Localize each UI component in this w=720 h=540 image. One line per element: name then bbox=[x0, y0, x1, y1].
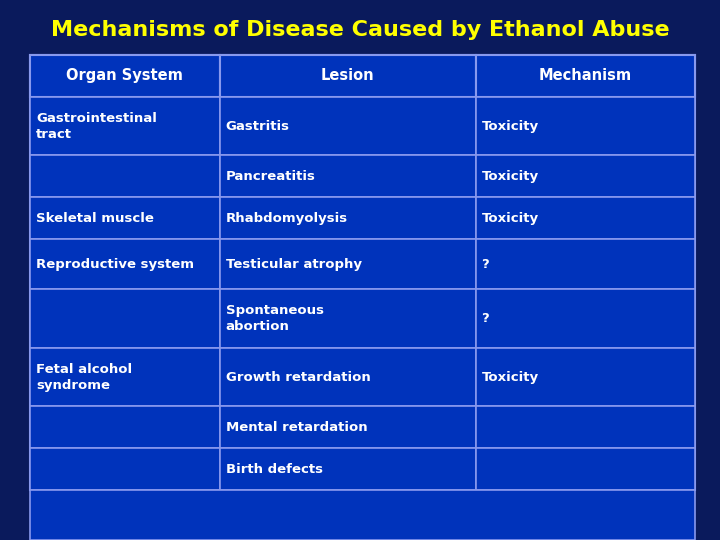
Bar bbox=[30, 490, 695, 540]
Text: Growth retardation: Growth retardation bbox=[225, 370, 370, 383]
Text: Reproductive system: Reproductive system bbox=[36, 258, 194, 271]
Text: Rhabdomyolysis: Rhabdomyolysis bbox=[225, 212, 348, 225]
Bar bbox=[475, 239, 695, 289]
Text: Pancreatitis: Pancreatitis bbox=[225, 170, 315, 183]
Text: Toxicity: Toxicity bbox=[482, 212, 539, 225]
Bar bbox=[30, 448, 220, 490]
Text: Mental retardation: Mental retardation bbox=[225, 421, 367, 434]
Bar bbox=[220, 448, 475, 490]
Bar bbox=[30, 156, 220, 197]
Text: Organ System: Organ System bbox=[66, 69, 183, 83]
Bar bbox=[475, 97, 695, 156]
Bar bbox=[220, 197, 475, 239]
Bar bbox=[30, 406, 220, 448]
Text: Birth defects: Birth defects bbox=[225, 463, 323, 476]
Bar bbox=[220, 239, 475, 289]
Text: Skeletal muscle: Skeletal muscle bbox=[36, 212, 154, 225]
Text: Toxicity: Toxicity bbox=[482, 170, 539, 183]
Bar bbox=[475, 348, 695, 406]
Text: Mechanisms of Disease Caused by Ethanol Abuse: Mechanisms of Disease Caused by Ethanol … bbox=[50, 20, 670, 40]
Bar bbox=[220, 156, 475, 197]
Bar bbox=[30, 197, 220, 239]
Bar bbox=[220, 55, 475, 97]
Bar bbox=[30, 348, 220, 406]
Bar bbox=[30, 55, 220, 97]
Bar bbox=[475, 289, 695, 348]
Bar bbox=[30, 97, 220, 156]
Text: Lesion: Lesion bbox=[320, 69, 374, 83]
Text: Spontaneous
abortion: Spontaneous abortion bbox=[225, 304, 323, 333]
Text: Gastrointestinal
tract: Gastrointestinal tract bbox=[36, 112, 157, 140]
Bar bbox=[30, 239, 220, 289]
Bar bbox=[220, 289, 475, 348]
Text: Fetal alcohol
syndrome: Fetal alcohol syndrome bbox=[36, 362, 132, 392]
Text: ?: ? bbox=[482, 258, 490, 271]
Bar bbox=[30, 55, 695, 490]
Text: Gastritis: Gastritis bbox=[225, 119, 289, 133]
Text: Toxicity: Toxicity bbox=[482, 370, 539, 383]
Bar bbox=[30, 289, 220, 348]
Bar bbox=[220, 406, 475, 448]
Bar bbox=[475, 406, 695, 448]
Bar bbox=[220, 348, 475, 406]
Text: Toxicity: Toxicity bbox=[482, 119, 539, 133]
Bar bbox=[475, 55, 695, 97]
Bar bbox=[475, 448, 695, 490]
Bar bbox=[220, 97, 475, 156]
Bar bbox=[475, 197, 695, 239]
Text: Testicular atrophy: Testicular atrophy bbox=[225, 258, 361, 271]
Text: ?: ? bbox=[482, 312, 490, 325]
Bar bbox=[475, 156, 695, 197]
Text: Mechanism: Mechanism bbox=[539, 69, 632, 83]
